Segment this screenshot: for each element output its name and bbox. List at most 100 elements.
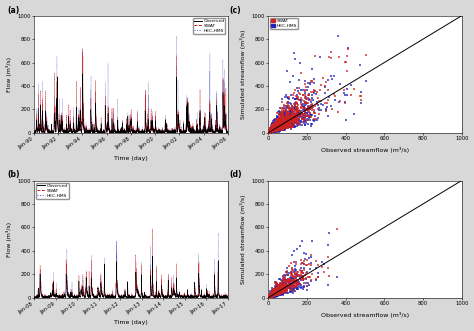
Point — [265, 294, 273, 300]
Point — [268, 127, 276, 133]
Point — [292, 275, 300, 280]
Point — [283, 268, 291, 274]
Point — [277, 118, 284, 123]
Point — [267, 129, 275, 134]
Point — [266, 129, 273, 135]
Point — [274, 122, 282, 128]
Point — [275, 126, 283, 132]
Point — [264, 130, 272, 135]
Point — [268, 293, 276, 298]
Point — [264, 295, 272, 300]
Point — [264, 295, 272, 300]
Point — [264, 295, 272, 300]
Point — [268, 291, 276, 296]
Point — [266, 128, 274, 134]
Point — [272, 127, 279, 132]
Point — [268, 128, 276, 134]
Point — [276, 285, 283, 290]
Point — [267, 129, 274, 134]
Point — [266, 129, 274, 134]
Point — [267, 128, 275, 134]
Point — [290, 116, 297, 121]
Point — [264, 130, 272, 135]
Point — [267, 129, 274, 134]
Point — [265, 129, 273, 135]
Point — [266, 294, 273, 300]
Point — [265, 130, 273, 135]
Point — [268, 129, 276, 134]
Point — [266, 128, 273, 134]
Point — [268, 122, 276, 128]
Point — [265, 130, 273, 135]
Point — [267, 294, 275, 299]
Point — [286, 105, 293, 110]
Point — [277, 122, 285, 127]
Point — [264, 130, 272, 135]
Point — [264, 295, 272, 300]
Point — [265, 130, 273, 135]
Point — [266, 294, 274, 299]
Point — [264, 130, 272, 135]
Point — [268, 129, 276, 134]
Point — [264, 130, 272, 135]
Point — [271, 126, 278, 131]
Point — [267, 129, 274, 134]
Point — [266, 129, 274, 134]
Point — [265, 130, 273, 135]
Point — [267, 292, 274, 297]
Point — [271, 125, 278, 131]
Point — [265, 130, 273, 135]
Point — [264, 130, 272, 135]
Point — [264, 130, 272, 135]
Point — [264, 130, 272, 135]
Point — [266, 294, 273, 299]
Point — [266, 294, 274, 299]
Point — [267, 294, 275, 299]
Point — [273, 125, 281, 131]
Point — [266, 294, 273, 300]
Point — [265, 130, 273, 135]
Point — [264, 295, 272, 300]
Point — [264, 295, 272, 300]
Point — [265, 295, 273, 300]
Point — [264, 295, 272, 300]
Point — [264, 130, 272, 135]
Point — [265, 130, 273, 135]
Point — [264, 295, 272, 300]
Point — [265, 295, 273, 300]
Point — [267, 129, 274, 135]
Point — [273, 126, 280, 131]
Point — [264, 130, 272, 136]
Point — [265, 295, 273, 300]
Point — [264, 295, 272, 300]
Point — [265, 129, 273, 135]
Point — [264, 295, 272, 300]
Point — [266, 294, 274, 299]
Point — [266, 129, 273, 135]
Point — [280, 113, 287, 118]
Point — [266, 294, 273, 299]
Point — [266, 128, 273, 133]
Point — [268, 293, 276, 298]
Point — [266, 295, 273, 300]
Point — [284, 103, 292, 108]
Point — [275, 289, 283, 295]
Point — [264, 130, 272, 135]
Point — [273, 288, 280, 293]
Point — [274, 118, 282, 123]
Point — [265, 130, 273, 135]
Point — [266, 128, 274, 133]
Point — [293, 273, 301, 279]
Point — [277, 290, 284, 295]
Point — [270, 128, 277, 133]
Point — [266, 129, 273, 134]
Point — [269, 292, 277, 297]
Point — [269, 293, 277, 298]
Point — [266, 129, 273, 135]
Point — [266, 129, 273, 134]
Point — [288, 104, 295, 109]
Point — [286, 116, 294, 121]
Point — [340, 91, 348, 96]
Point — [268, 128, 275, 133]
Point — [266, 294, 273, 300]
